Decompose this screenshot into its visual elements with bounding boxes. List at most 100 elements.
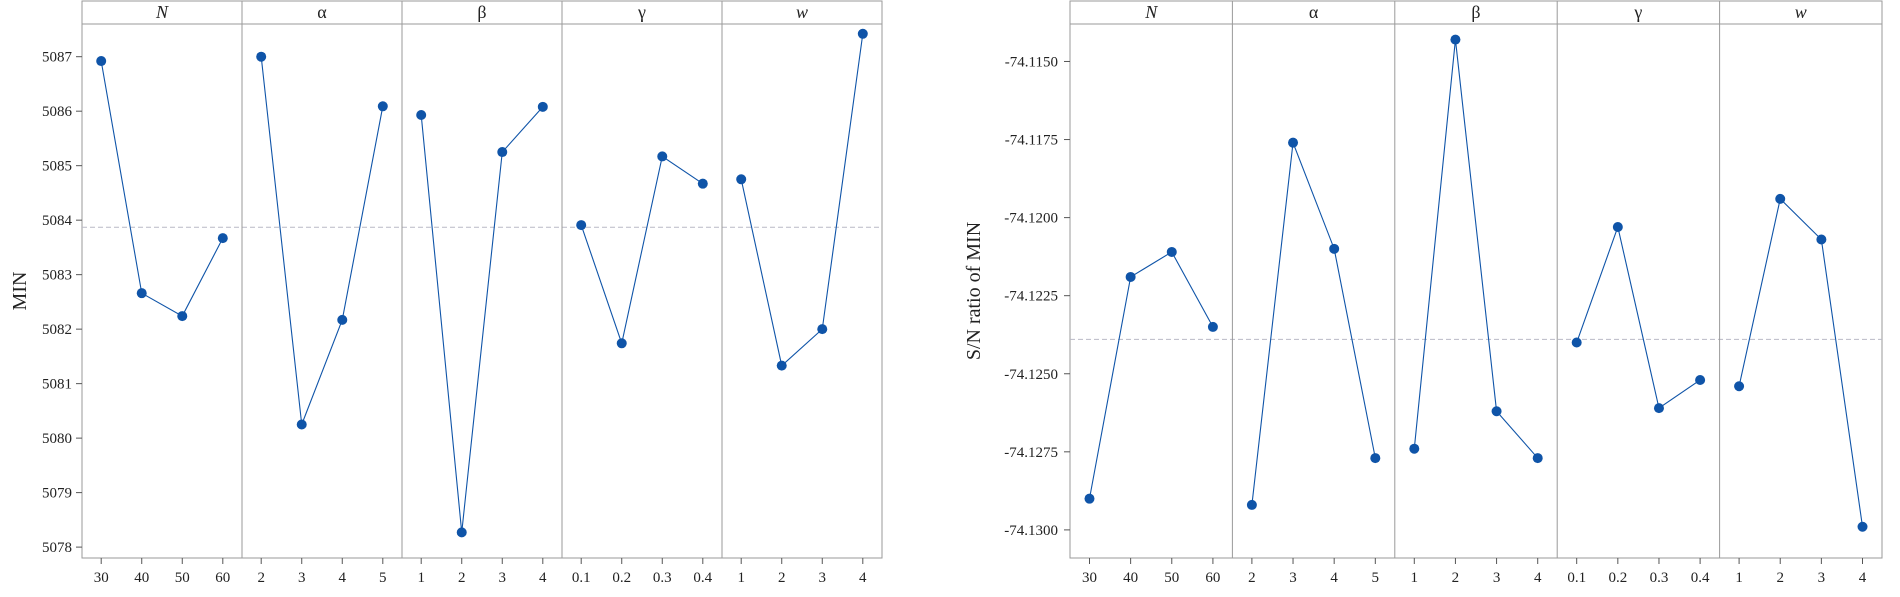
plot-frame (1069, 0, 1883, 559)
data-point (337, 314, 348, 325)
x-tick-label: 4 (339, 570, 347, 586)
series-line (1088, 251, 1214, 499)
data-point (736, 174, 747, 185)
panel-title: α (317, 2, 327, 22)
x-tick-label: 3 (298, 570, 306, 586)
data-point (817, 324, 828, 335)
panel-4: γ 0.1 0.2 0.3 0.4 (561, 1, 713, 586)
panel-title: γ (1633, 2, 1642, 22)
panel-title: γ (637, 2, 646, 22)
x-tick-label: 0.3 (653, 570, 672, 586)
x-tick-label: 1 (1411, 570, 1419, 586)
x-tick-label: 30 (94, 570, 109, 586)
y-tick-label: 5087 (42, 50, 73, 66)
chart-2: -74.1300 -74.1275 -74.1250 -74.1225 -74.1200… (963, 0, 1883, 586)
x-tick-label: 4 (1534, 570, 1542, 586)
x-tick-label: 1 (737, 570, 745, 586)
data-point (497, 147, 508, 158)
data-point (1734, 381, 1745, 392)
x-tick-label: 50 (175, 570, 190, 586)
panel-3: β 1 2 3 4 (401, 1, 548, 586)
data-point (857, 28, 868, 39)
y-axis-label: S/N ratio of MIN (963, 222, 985, 360)
x-tick-label: 3 (819, 570, 827, 586)
series-line (1738, 197, 1864, 527)
panel-4: γ 0.1 0.2 0.3 0.4 (1556, 1, 1710, 586)
x-tick-label: 50 (1164, 570, 1179, 586)
series-line (1413, 39, 1539, 459)
x-tick-label: 4 (1859, 570, 1867, 586)
panel-2: α 2 3 4 5 (241, 1, 388, 586)
panel-2: α 2 3 4 5 (1231, 1, 1381, 586)
plot-frame (81, 0, 883, 559)
data-point (1409, 443, 1420, 454)
y-tick-label: -74.1150 (1005, 54, 1058, 70)
y-tick-label: -74.1175 (1005, 133, 1058, 149)
y-tick-label: 5079 (42, 486, 72, 502)
data-point (1084, 493, 1095, 504)
chart-1: 5078 5079 5080 5081 5082 5083 5084 5085 5086 5087… (9, 0, 883, 586)
data-point (1288, 137, 1299, 148)
panel-5: w 1 2 3 4 (721, 1, 868, 586)
x-tick-label: 2 (1248, 570, 1256, 586)
panel-title: α (1309, 2, 1319, 22)
series-line (420, 106, 544, 533)
data-point (377, 101, 388, 112)
data-point (1491, 406, 1502, 417)
panel-1: N 30 40 50 60 (1082, 2, 1220, 586)
data-point (537, 101, 548, 112)
data-point (1653, 403, 1664, 414)
series-line (260, 56, 384, 425)
x-tick-label: 2 (1776, 570, 1784, 586)
data-point (1207, 321, 1218, 332)
data-point (1329, 243, 1340, 254)
data-point (1246, 499, 1257, 510)
data-point (1612, 221, 1623, 232)
x-tick-label: 30 (1082, 570, 1097, 586)
panel-1: N 30 40 50 60 (94, 2, 231, 586)
x-tick-label: 4 (1330, 570, 1338, 586)
x-tick-label: 3 (1289, 570, 1297, 586)
x-tick-label: 3 (499, 570, 507, 586)
data-point (416, 109, 427, 120)
panel-title: β (477, 2, 486, 22)
data-point (616, 338, 627, 349)
y-tick-label: -74.1200 (1004, 211, 1058, 227)
y-tick-label: -74.1300 (1004, 523, 1058, 539)
y-tick-label: 5080 (42, 431, 72, 447)
x-tick-label: 0.3 (1650, 570, 1669, 586)
data-point (1816, 234, 1827, 245)
panel-title: w (1795, 2, 1807, 22)
x-tick-label: 60 (1205, 570, 1220, 586)
y-tick-label: -74.1250 (1004, 367, 1058, 383)
data-point (1532, 453, 1543, 464)
data-point (217, 233, 228, 244)
data-point (1166, 246, 1177, 257)
data-point (776, 360, 787, 371)
panel-title: w (796, 2, 808, 22)
panel-title: N (1144, 2, 1158, 22)
series-line (100, 60, 224, 317)
data-point (1857, 521, 1868, 532)
data-point (1775, 193, 1786, 204)
x-tick-label: 4 (539, 570, 547, 586)
x-tick-label: 0.4 (1691, 570, 1710, 586)
data-point (1695, 375, 1706, 385)
x-tick-label: 2 (257, 570, 265, 586)
panel-title: N (155, 2, 169, 22)
x-tick-label: 0.1 (1567, 570, 1586, 586)
x-tick-label: 0.2 (612, 570, 631, 586)
data-point (1370, 453, 1381, 464)
data-point (177, 311, 188, 322)
series-line (580, 155, 704, 346)
x-tick-label: 40 (1123, 570, 1138, 586)
panel-5: w 1 2 3 4 (1719, 1, 1868, 586)
x-tick-label: 3 (1818, 570, 1826, 586)
data-point (657, 151, 668, 162)
data-point (697, 178, 708, 189)
data-point (1450, 34, 1461, 45)
x-tick-label: 5 (379, 570, 387, 586)
x-tick-label: 0.2 (1608, 570, 1627, 586)
x-tick-label: 0.4 (693, 570, 712, 586)
